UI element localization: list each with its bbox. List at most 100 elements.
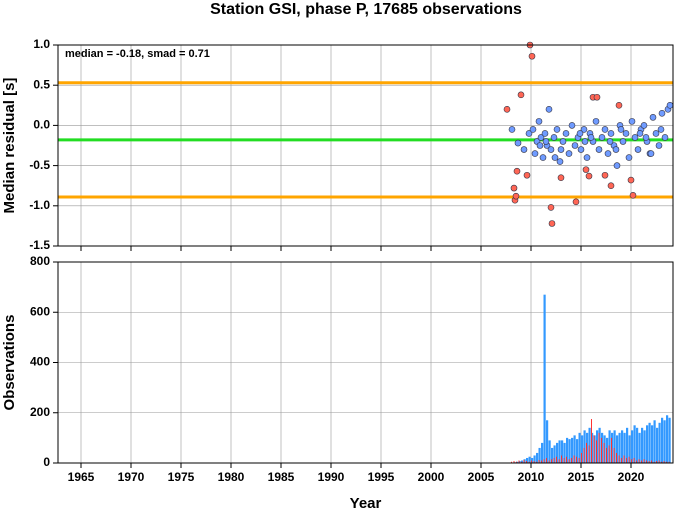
bar (598, 427, 601, 463)
bar (638, 459, 640, 463)
bar (611, 432, 614, 463)
bar (633, 457, 635, 463)
data-point (580, 126, 588, 133)
bar (546, 457, 547, 463)
bar (646, 460, 647, 463)
data-point (531, 150, 539, 157)
bar (526, 457, 529, 463)
data-point (508, 126, 516, 133)
bar (666, 415, 669, 463)
x-tick-label: 2020 (618, 470, 645, 484)
data-point (568, 122, 576, 129)
bar (538, 447, 541, 463)
data-point (629, 192, 637, 199)
bar (626, 457, 627, 463)
data-point (582, 166, 590, 173)
bar (591, 432, 594, 463)
x-tick-label: 1980 (218, 470, 245, 484)
bar (616, 435, 619, 463)
bar (658, 422, 661, 463)
bar (561, 455, 562, 463)
data-point (601, 126, 609, 133)
bar (656, 427, 659, 463)
y-tick-label: 600 (30, 304, 50, 318)
bar (528, 461, 530, 463)
bar (668, 417, 671, 463)
x-tick-label: 1990 (318, 470, 345, 484)
bar (533, 460, 535, 463)
bar (601, 432, 604, 463)
bar (643, 430, 646, 463)
data-point (548, 220, 556, 227)
data-point (657, 126, 665, 133)
bar (551, 459, 552, 463)
chart-title: Station GSI, phase P, 17685 observations (210, 1, 522, 18)
bar (583, 430, 586, 463)
y-axis-label: Observations (1, 315, 18, 411)
data-point (547, 146, 555, 153)
data-point (613, 162, 621, 169)
bar (533, 455, 536, 463)
x-tick-label: 1985 (268, 470, 295, 484)
bar (576, 439, 579, 463)
data-point (535, 118, 543, 125)
bar (548, 440, 551, 463)
data-point (517, 91, 525, 99)
data-point (565, 150, 573, 157)
bar (648, 422, 651, 463)
bar (601, 437, 602, 463)
bar (608, 430, 611, 463)
bar (543, 459, 545, 463)
bar (658, 460, 660, 463)
data-point (598, 134, 606, 141)
bar (551, 447, 554, 463)
bar (548, 460, 550, 463)
bar (651, 460, 652, 463)
bar (653, 461, 655, 463)
bar (613, 447, 615, 463)
bar (586, 442, 587, 463)
bar (593, 435, 596, 463)
data-point (557, 146, 565, 153)
bar (578, 432, 581, 463)
bar (541, 442, 544, 463)
bar (566, 456, 567, 463)
data-point (542, 138, 550, 145)
bar (571, 437, 574, 463)
data-point (612, 146, 620, 153)
bar (636, 460, 637, 463)
x-tick-label: 2015 (568, 470, 595, 484)
bar (653, 420, 656, 463)
data-point (595, 146, 603, 153)
bar (663, 420, 666, 463)
bar (513, 460, 515, 463)
data-point (556, 158, 564, 165)
plot-frame (57, 44, 674, 247)
bar (621, 457, 622, 463)
y-tick-label: -1.0 (29, 198, 50, 212)
x-axis-label: Year (350, 495, 382, 511)
data-point (583, 154, 591, 161)
bar (596, 440, 597, 463)
bar (668, 461, 670, 463)
bar (631, 459, 632, 463)
bar (641, 460, 642, 463)
data-point (503, 106, 511, 113)
data-point (587, 134, 595, 141)
bar (516, 461, 519, 463)
bar (541, 460, 542, 463)
data-point (523, 171, 531, 179)
bar (623, 432, 626, 463)
data-point (550, 134, 558, 141)
bar (636, 427, 639, 463)
data-point (593, 93, 601, 101)
data-point (559, 138, 567, 145)
y-tick-label: 400 (30, 355, 50, 369)
bar (528, 456, 531, 463)
bar (583, 447, 585, 463)
data-point (553, 126, 561, 133)
bar (618, 455, 620, 463)
data-point (592, 118, 600, 125)
bar (608, 445, 610, 463)
bar (538, 459, 540, 463)
